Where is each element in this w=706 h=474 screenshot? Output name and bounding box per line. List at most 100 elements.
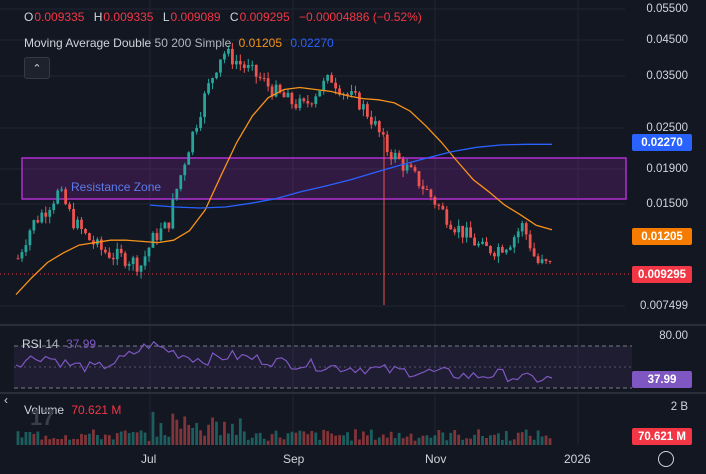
low-value: 0.009089 xyxy=(170,10,221,24)
candle-body xyxy=(405,164,409,171)
resistance-zone-label: Resistance Zone xyxy=(71,180,161,194)
volume-bar xyxy=(453,430,457,445)
candle-body xyxy=(365,104,369,117)
volume-bar xyxy=(159,423,163,445)
candle-body xyxy=(369,116,373,125)
candle-body xyxy=(544,259,548,261)
volume-bar xyxy=(151,411,155,445)
ma-legend[interactable]: Moving Average Double 50 200 Simple 0.01… xyxy=(24,36,334,50)
candle-body xyxy=(413,167,417,172)
volume-bar xyxy=(441,432,445,445)
candle-body xyxy=(373,121,377,125)
candle-body xyxy=(191,131,195,153)
volume-bar xyxy=(115,433,119,445)
volume-bar xyxy=(298,430,302,445)
candle-body xyxy=(286,92,290,98)
volume-bar xyxy=(465,438,469,445)
volume-bar xyxy=(457,434,461,445)
candle-body xyxy=(497,247,500,257)
candle-body xyxy=(290,92,294,105)
volume-bar xyxy=(469,438,472,445)
volume-bar xyxy=(540,436,544,445)
candle-body xyxy=(56,190,60,204)
volume-bar xyxy=(246,439,250,445)
resistance-zone[interactable] xyxy=(21,157,627,200)
candle-body xyxy=(36,220,40,223)
candle-body xyxy=(143,256,147,266)
rsi-period: 14 xyxy=(45,337,59,351)
candle-body xyxy=(119,248,123,254)
collapse-pane-arrow-icon[interactable]: ‹ xyxy=(4,393,8,407)
volume-bar xyxy=(377,437,381,445)
candle-body xyxy=(473,237,476,246)
volume-bar xyxy=(242,431,246,445)
volume-bar xyxy=(155,436,159,445)
candle-body xyxy=(397,152,401,159)
candle-body xyxy=(326,74,330,81)
candle-body xyxy=(445,209,449,225)
volume-bar xyxy=(338,435,341,445)
volume-legend[interactable]: Volume 70.621 M xyxy=(24,403,121,417)
candle-body xyxy=(28,230,32,246)
candle-body xyxy=(135,257,139,272)
volume-bar xyxy=(199,430,203,445)
volume-bar xyxy=(183,416,187,445)
candle-body xyxy=(302,98,306,101)
candle-body xyxy=(238,60,242,65)
volume-bar xyxy=(262,438,266,445)
volume-bar xyxy=(389,431,393,445)
candle-body xyxy=(32,220,36,231)
candle-body xyxy=(393,152,397,160)
volume-bar xyxy=(191,427,195,445)
settings-gear-icon[interactable] xyxy=(658,451,674,467)
volume-bar xyxy=(493,434,496,445)
volume-bar xyxy=(127,433,131,445)
candle-body xyxy=(64,189,68,205)
volume-bar xyxy=(171,413,175,445)
candle-body xyxy=(381,132,385,135)
volume-bar xyxy=(187,424,191,445)
volume-bar xyxy=(477,429,480,445)
volume-bar xyxy=(405,436,409,445)
volume-bar xyxy=(536,430,540,445)
volume-bar xyxy=(215,421,218,445)
volume-bar xyxy=(274,430,278,445)
volume-bar xyxy=(489,435,492,445)
candle-body xyxy=(171,198,175,229)
candle-body xyxy=(88,233,91,241)
price-axis-label: 0.007499 xyxy=(640,300,688,312)
volume-bar xyxy=(362,431,365,445)
candle-body xyxy=(230,48,234,65)
candle-body xyxy=(52,203,56,210)
volume-bar xyxy=(429,437,433,445)
candle-body xyxy=(520,223,524,232)
rsi-legend[interactable]: RSI 14 37.99 xyxy=(22,337,96,351)
candle-body xyxy=(246,65,250,69)
volume-bar xyxy=(72,438,75,445)
volume-bar xyxy=(302,431,306,445)
candle-body xyxy=(20,252,24,259)
tradingview-logo: 17 xyxy=(30,405,55,430)
volume-bar xyxy=(385,437,389,445)
candle-body xyxy=(504,249,508,253)
volume-bar xyxy=(473,434,476,445)
volume-bar xyxy=(528,435,532,445)
candle-body xyxy=(318,90,322,97)
collapse-legend-button[interactable]: ⌃ xyxy=(24,57,50,79)
candle-body xyxy=(298,98,302,109)
volume-bar xyxy=(520,432,524,445)
open-label: O xyxy=(24,10,34,24)
ma-legend-params: 50 200 Simple xyxy=(154,36,232,50)
candle-body xyxy=(500,247,504,253)
volume-bar xyxy=(195,423,199,445)
candle-body xyxy=(469,227,472,238)
volume-bar xyxy=(88,433,91,445)
close-label: C xyxy=(229,10,239,24)
candle-body xyxy=(115,248,119,260)
volume-bar xyxy=(354,429,357,445)
candle-body xyxy=(338,88,341,95)
candle-body xyxy=(179,175,183,189)
volume-bar xyxy=(223,421,226,445)
open-value: 0.009335 xyxy=(34,10,85,24)
